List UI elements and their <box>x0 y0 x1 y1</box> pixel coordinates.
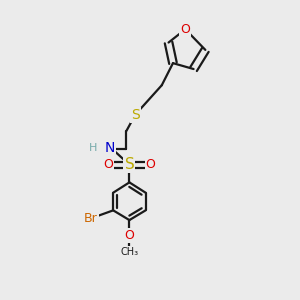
Text: O: O <box>124 230 134 242</box>
Text: CH₃: CH₃ <box>120 247 139 256</box>
Text: O: O <box>103 158 113 171</box>
Text: H: H <box>88 143 97 153</box>
Text: S: S <box>131 108 140 122</box>
Text: O: O <box>146 158 155 171</box>
Text: Br: Br <box>84 212 98 225</box>
Text: S: S <box>124 157 134 172</box>
Text: O: O <box>180 23 190 36</box>
Text: N: N <box>105 141 116 155</box>
